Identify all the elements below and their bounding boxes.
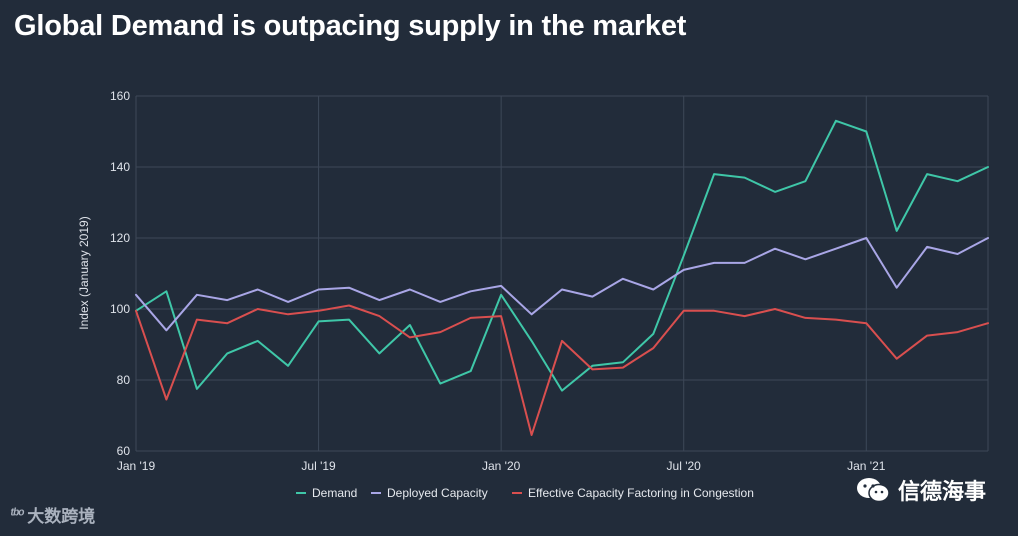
grid bbox=[135, 95, 989, 452]
x-tick-label: Jan '21 bbox=[847, 459, 886, 473]
y-tick-label: 120 bbox=[110, 231, 130, 245]
y-tick-label: 140 bbox=[110, 160, 130, 174]
y-tick-label: 80 bbox=[117, 373, 131, 387]
watermark-left-text: 大数跨境 bbox=[27, 507, 96, 526]
watermark-right: 信德海事 bbox=[856, 474, 986, 506]
wechat-icon bbox=[856, 478, 890, 503]
watermark-right-text: 信德海事 bbox=[897, 479, 986, 504]
watermark-left: ᵗᵇᵒ 大数跨境 bbox=[10, 502, 95, 527]
x-tick-label: Jan '20 bbox=[482, 459, 521, 473]
series-line-1 bbox=[135, 237, 989, 332]
y-tick-label: 60 bbox=[117, 444, 131, 458]
series-line-2 bbox=[135, 304, 989, 436]
x-tick-label: Jul '19 bbox=[301, 459, 336, 473]
x-tick-label: Jul '20 bbox=[667, 459, 702, 473]
x-tick-label: Jan '19 bbox=[117, 459, 156, 473]
watermark-logo-icon: ᵗᵇᵒ bbox=[10, 506, 24, 523]
y-axis-label: Index (January 2019) bbox=[77, 216, 91, 329]
legend-label: Deployed Capacity bbox=[387, 486, 488, 500]
y-axis-ticks: 60 80 100 120 140 160 bbox=[110, 89, 130, 458]
series-lines bbox=[135, 119, 989, 436]
legend[interactable]: Demand Deployed Capacity Effective Capacit… bbox=[296, 486, 754, 500]
legend-item-2[interactable]: Effective Capacity Factoring in Congesti… bbox=[512, 486, 754, 500]
chart-title: Global Demand is outpacing supply in the… bbox=[14, 10, 687, 42]
x-axis-ticks: Jan '19 Jul '19 Jan '20 Jul '20 Jan '21 bbox=[117, 459, 886, 473]
legend-item-1[interactable]: Deployed Capacity bbox=[371, 486, 488, 500]
y-tick-label: 100 bbox=[110, 302, 130, 316]
series-line-0 bbox=[135, 119, 989, 392]
y-tick-label: 160 bbox=[110, 89, 130, 103]
legend-item-0[interactable]: Demand bbox=[296, 486, 357, 500]
legend-label: Demand bbox=[312, 486, 357, 500]
legend-label: Effective Capacity Factoring in Congesti… bbox=[528, 486, 754, 500]
